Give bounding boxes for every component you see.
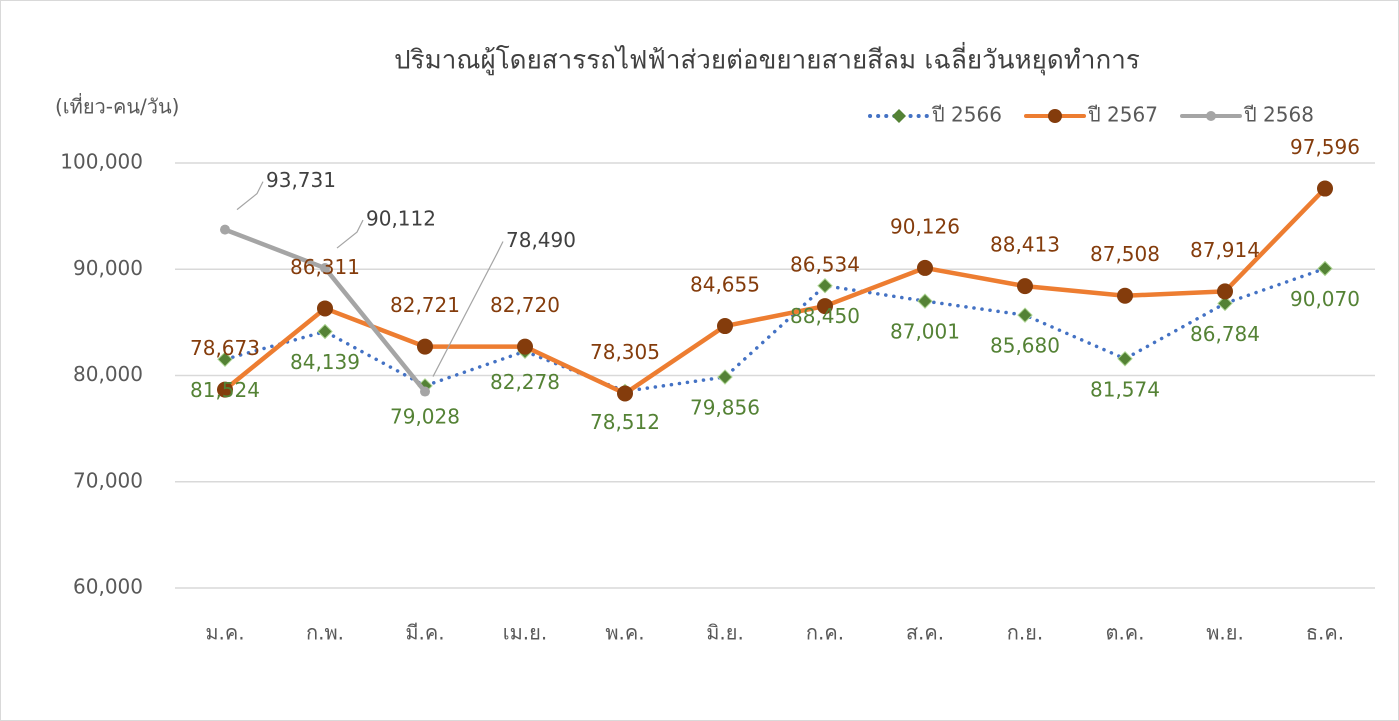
x-tick-label: มิ.ย. [706, 621, 744, 645]
x-tick-label: มี.ค. [405, 621, 444, 645]
data-label: 79,856 [690, 396, 760, 420]
data-label: 86,534 [790, 253, 860, 277]
x-tick-label: พ.ค. [605, 621, 644, 645]
point-marker [320, 263, 330, 274]
data-label: 86,784 [1190, 322, 1260, 346]
point-marker [1217, 295, 1233, 312]
point-marker [917, 293, 933, 309]
data-label: 87,001 [890, 320, 960, 344]
legend-marker [1048, 109, 1062, 123]
y-tick-label: 70,000 [73, 468, 143, 492]
data-label: 90,112 [366, 207, 436, 231]
data-label: 81,574 [1090, 377, 1160, 401]
legend-label: ปี 2566 [932, 103, 1002, 127]
data-label: 82,721 [390, 293, 460, 317]
point-marker [717, 369, 733, 385]
x-tick-label: ม.ค. [205, 621, 244, 645]
legend-marker [892, 109, 906, 123]
data-label: 82,720 [490, 293, 560, 317]
data-label: 90,070 [1290, 287, 1360, 311]
point-marker [317, 323, 333, 340]
x-tick-label: พ.ย. [1206, 621, 1244, 645]
data-label: 86,311 [290, 255, 360, 279]
data-label: 79,028 [390, 404, 460, 428]
data-label: 88,413 [990, 233, 1060, 257]
point-marker [517, 338, 533, 355]
x-tick-label: ก.ย. [1007, 621, 1044, 645]
y-tick-label: 100,000 [60, 150, 143, 174]
data-label: 88,450 [790, 304, 860, 328]
point-marker [617, 385, 633, 402]
data-label: 85,680 [990, 334, 1060, 358]
point-marker [1117, 351, 1133, 367]
point-marker [217, 381, 233, 398]
leader-line [336, 219, 364, 249]
data-label: 84,655 [690, 273, 760, 297]
y-axis-label: (เที่ยว-คน/วัน) [55, 93, 179, 119]
y-tick-label: 80,000 [73, 362, 143, 386]
point-marker [917, 259, 933, 276]
legend-label: ปี 2568 [1244, 103, 1314, 127]
point-marker [1017, 278, 1033, 295]
legend-label: ปี 2567 [1088, 103, 1158, 127]
x-tick-label: ก.พ. [306, 621, 344, 645]
series-line [223, 266, 1327, 394]
x-tick-label: ต.ค. [1105, 621, 1144, 645]
y-tick-label: 60,000 [73, 575, 143, 599]
data-label: 87,914 [1190, 238, 1260, 262]
series-line [222, 186, 1328, 396]
data-label: 78,490 [506, 228, 576, 252]
point-marker [1017, 307, 1033, 323]
point-marker [220, 224, 230, 235]
data-label: 82,278 [490, 370, 560, 394]
data-label: 78,512 [590, 410, 660, 434]
point-marker [1117, 287, 1133, 304]
point-marker [417, 338, 433, 355]
point-marker [717, 318, 733, 335]
data-label: 87,508 [1090, 242, 1160, 266]
point-marker [817, 278, 833, 294]
leader-line [432, 241, 504, 377]
leader-line [236, 181, 264, 211]
point-marker [1317, 180, 1333, 197]
point-marker [420, 386, 430, 397]
data-label: 81,524 [190, 378, 260, 402]
point-marker [1317, 260, 1333, 277]
x-tick-label: ธ.ค. [1306, 621, 1344, 645]
point-marker [1217, 283, 1233, 300]
data-label: 97,596 [1290, 135, 1360, 159]
y-tick-label: 90,000 [73, 256, 143, 280]
chart-title: ปริมาณผู้โดยสารรถไฟฟ้าส่วยต่อขยายสายสีลม… [394, 42, 1140, 76]
data-label: 90,126 [890, 214, 960, 238]
x-tick-label: ก.ค. [806, 621, 844, 645]
data-label: 93,731 [266, 168, 336, 192]
x-tick-label: เม.ย. [503, 621, 547, 645]
x-tick-label: ส.ค. [906, 621, 944, 645]
data-label: 84,139 [290, 350, 360, 374]
point-marker [317, 300, 333, 317]
point-marker [217, 351, 233, 368]
legend-marker [1206, 111, 1216, 121]
data-label: 78,305 [590, 340, 660, 364]
point-marker [817, 298, 833, 315]
data-label: 78,673 [190, 336, 260, 360]
